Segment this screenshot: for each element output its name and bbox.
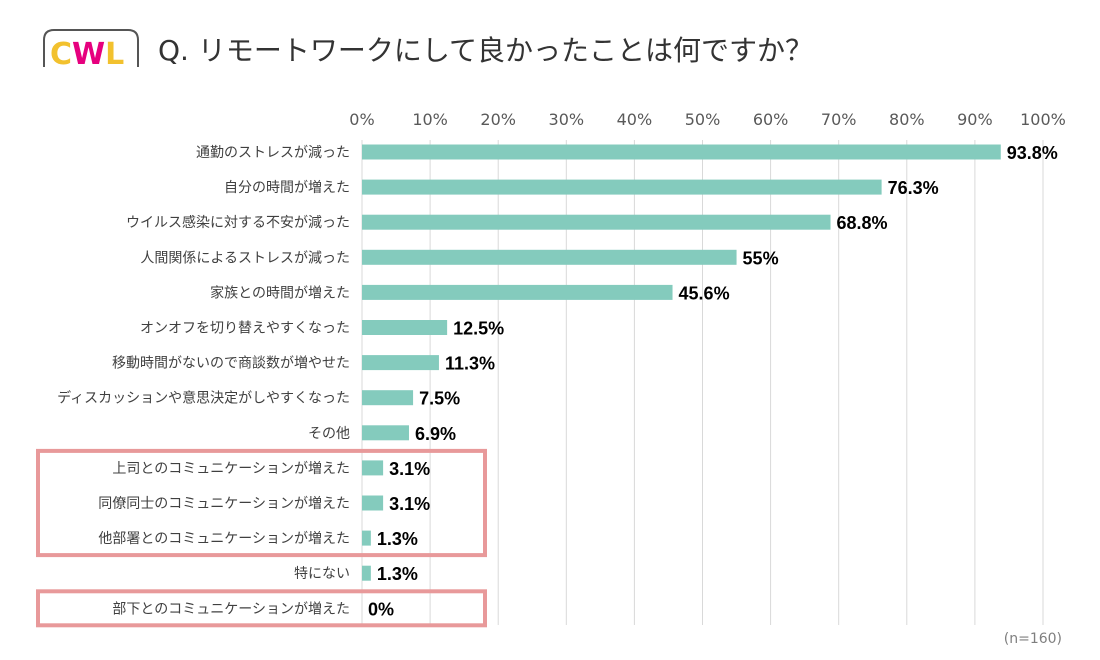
data-label: 45.6% (679, 283, 730, 303)
category-label: 通勤のストレスが減った (196, 144, 350, 161)
bar (362, 530, 371, 546)
highlights (36, 448, 487, 628)
x-tick-label: 90% (957, 110, 993, 129)
data-label: 68.8% (837, 213, 888, 233)
category-labels: 通勤のストレスが減った自分の時間が増えたウイルス感染に対する不安が減った人間関係… (57, 144, 350, 617)
data-label: 1.3% (377, 529, 418, 549)
category-label: 同僚同士のコミュニケーションが増えた (98, 496, 350, 512)
bar (362, 495, 384, 511)
x-tick-label: 70% (821, 110, 857, 129)
data-label: 3.1% (389, 494, 430, 514)
data-label: 93.8% (1007, 143, 1058, 163)
bars (362, 144, 1001, 581)
data-label: 55% (743, 248, 779, 268)
category-label: 人間関係によるストレスが減った (140, 249, 350, 266)
x-tick-label: 40% (617, 110, 653, 129)
bar (362, 214, 831, 230)
bar (362, 355, 439, 371)
category-label: オンオフを切り替えやすくなった (140, 321, 350, 337)
category-label: 移動時間がないので商談数が増やせた (112, 356, 350, 372)
bar (362, 565, 371, 581)
x-tick-label: 100% (1020, 110, 1066, 129)
logo-letter-1: C (50, 37, 72, 72)
bar (362, 320, 448, 335)
grid (361, 140, 1044, 625)
category-label: 特にない (294, 566, 350, 582)
x-tick-label: 10% (412, 110, 448, 129)
sample-size-note: (n=160) (1004, 631, 1062, 647)
data-label: 11.3% (445, 354, 495, 374)
category-label: ディスカッションや意思決定がしやすくなった (57, 390, 350, 407)
x-tick-label: 20% (480, 110, 516, 129)
category-label: 上司とのコミュニケーションが増えた (112, 461, 350, 477)
logo: CWL (43, 29, 139, 72)
data-label: 1.3% (377, 564, 418, 584)
logo-text: CWL (50, 37, 124, 72)
bar (362, 284, 673, 300)
page-title: Q. リモートワークにして良かったことは何ですか？ (158, 34, 813, 67)
x-axis: 0% 10% 20% 30% 40% 50% 60% 70% 80% 90% 100% (349, 110, 1066, 129)
x-tick-label: 80% (889, 110, 925, 129)
category-label: 他部署とのコミュニケーションが増えた (98, 531, 350, 547)
highlight-box (36, 448, 487, 558)
x-tick-label: 60% (753, 110, 789, 129)
category-label: 家族との時間が増えた (210, 284, 350, 301)
category-label: その他 (308, 426, 350, 442)
data-label: 3.1% (389, 459, 430, 479)
data-label: 76.3% (888, 178, 939, 198)
logo-frame (43, 29, 139, 67)
data-label: 6.9% (415, 424, 456, 444)
bar (362, 460, 384, 476)
category-label: ウイルス感染に対する不安が減った (126, 214, 350, 231)
highlight-box (36, 589, 487, 628)
category-label: 自分の時間が増えた (224, 180, 350, 196)
x-tick-label: 50% (685, 110, 721, 129)
bar (362, 144, 1001, 160)
x-tick-label: 30% (549, 110, 585, 129)
logo-letter-3: L (105, 37, 124, 72)
bar (362, 425, 409, 441)
logo-letter-2: W (72, 37, 105, 72)
bar (362, 179, 882, 195)
value-labels: 93.8% 76.3%68.8% 55% 45.6% 12.5% 11.3% 7.5% 6.9… (368, 143, 1058, 619)
data-label: 12.5% (453, 319, 504, 339)
data-label: 7.5% (419, 389, 460, 409)
bar (362, 249, 737, 265)
data-label: 0% (368, 599, 394, 619)
bar (362, 390, 414, 406)
x-tick-label: 0% (349, 110, 374, 129)
category-label: 部下とのコミュニケーションが増えた (112, 601, 350, 617)
